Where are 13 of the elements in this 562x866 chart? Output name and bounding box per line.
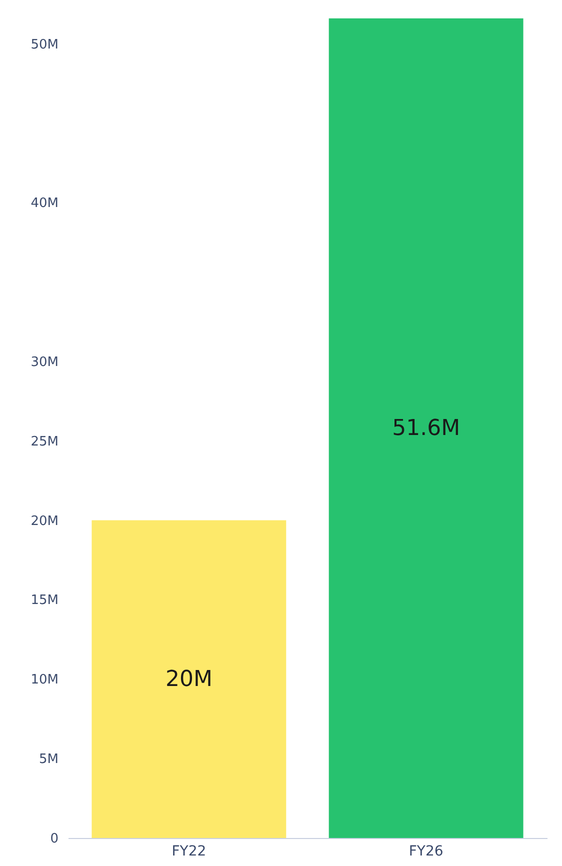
y-tick-label: 40M xyxy=(30,196,58,212)
x-tick-label: FY26 xyxy=(408,844,444,860)
x-tick-label: FY22 xyxy=(172,844,206,860)
y-tick-label: 25M xyxy=(30,434,58,450)
y-tick-label: 10M xyxy=(30,672,58,688)
y-tick-label: 15M xyxy=(30,593,58,608)
y-tick-label: 0 xyxy=(50,832,58,846)
y-tick-label: 5M xyxy=(39,752,58,768)
data-label: 20M xyxy=(165,667,212,692)
y-tick-label: 30M xyxy=(30,354,58,370)
y-tick-label: 50M xyxy=(30,37,58,52)
y-tick-label: 20M xyxy=(30,514,58,529)
data-label: 51.6M xyxy=(392,416,460,442)
